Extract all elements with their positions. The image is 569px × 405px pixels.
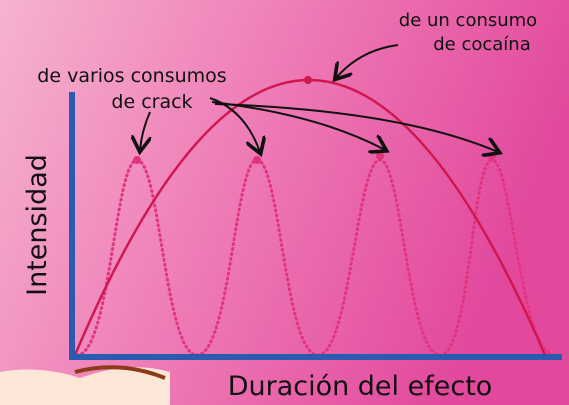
axes [69,92,562,360]
cocaine-label-1: de un consumo [399,10,537,31]
cocaine-peak [304,76,312,84]
paper-corner [0,367,170,405]
crack-label-1: de varios consumos [37,65,226,87]
arrows [140,44,498,152]
y-axis-label: Intensidad [22,154,53,296]
crack-label-2: de crack [111,91,192,113]
cocaine-label-2: de cocaína [433,34,531,55]
brown-edge [74,365,166,380]
x-axis-label: Duración del efecto [228,371,493,402]
